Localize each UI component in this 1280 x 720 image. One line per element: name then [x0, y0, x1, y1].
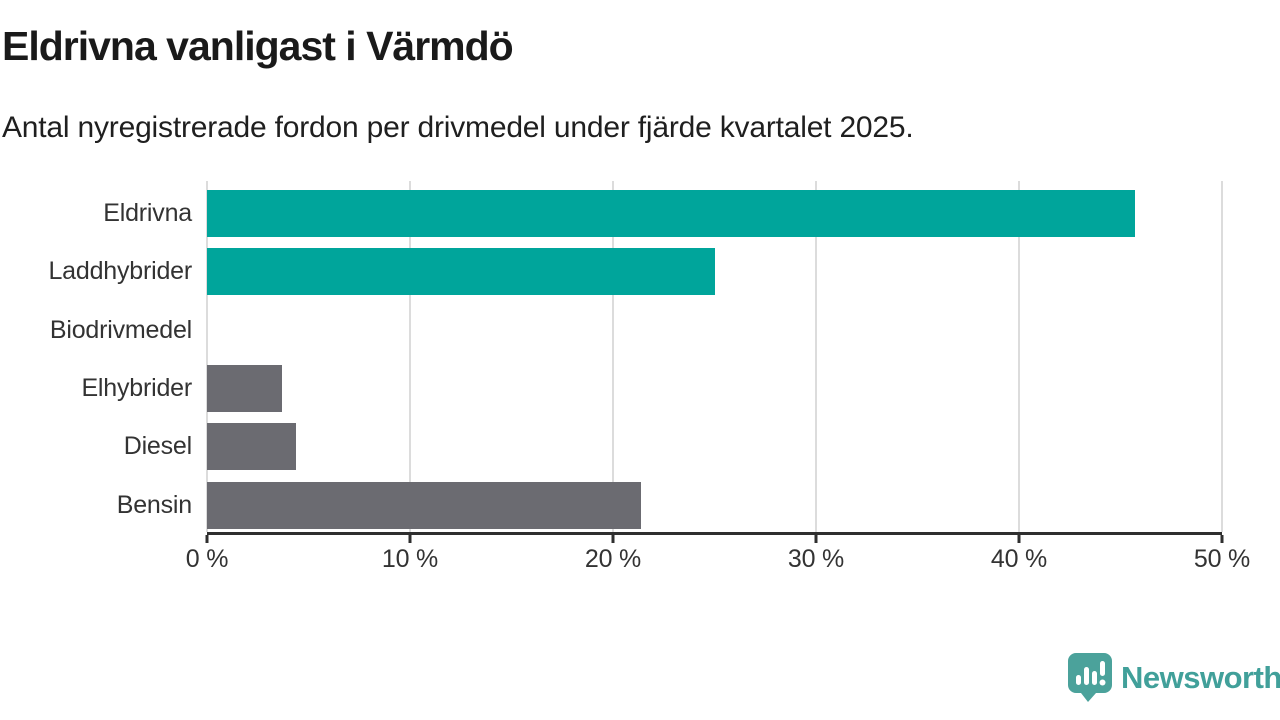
chart-title: Eldrivna vanligast i Värmdö	[2, 23, 514, 69]
x-tick-label: 20 %	[584, 545, 642, 573]
x-tick-label: 30 %	[787, 545, 845, 573]
x-axis-line	[207, 532, 1222, 535]
x-tick-label: 0 %	[185, 545, 229, 573]
gridline	[1018, 181, 1020, 532]
category-label: Biodrivmedel	[49, 315, 192, 344]
category-label: Laddhybrider	[48, 257, 192, 286]
newsworthy-logo-icon	[1068, 653, 1112, 703]
x-tick-label: 40 %	[990, 545, 1048, 573]
axis-tick	[611, 535, 615, 543]
x-tick-label: 10 %	[381, 545, 439, 573]
plot-area: 0 % 10 % 20 % 30 % 40 % 50 %	[186, 181, 1250, 573]
gridline	[612, 181, 614, 532]
gridline	[409, 181, 411, 532]
bar	[207, 190, 1135, 237]
y-axis-labels: Eldrivna Laddhybrider Biodrivmedel Elhybrid…	[0, 181, 192, 532]
axis-tick	[1220, 535, 1224, 543]
gridline	[815, 181, 817, 532]
bar	[207, 481, 642, 529]
bar	[207, 248, 715, 296]
newsworthy-logo-text: Newsworthy	[1121, 660, 1280, 695]
axis-tick	[408, 535, 412, 543]
category-label: Diesel	[123, 432, 192, 461]
category-label: Elhybrider	[81, 373, 192, 402]
gridline	[206, 181, 208, 532]
category-label: Bensin	[116, 490, 192, 519]
axis-tick	[205, 535, 209, 543]
x-tick-label: 50 %	[1193, 545, 1251, 573]
axis-tick	[814, 535, 818, 543]
gridline	[1221, 181, 1223, 532]
chart-subtitle: Antal nyregistrerade fordon per drivmede…	[2, 111, 914, 144]
axis-tick	[1017, 535, 1021, 543]
category-label: Eldrivna	[103, 199, 192, 227]
bar	[207, 423, 297, 471]
bar	[207, 364, 283, 412]
newsworthy-logo: Newsworthy	[1068, 653, 1280, 703]
